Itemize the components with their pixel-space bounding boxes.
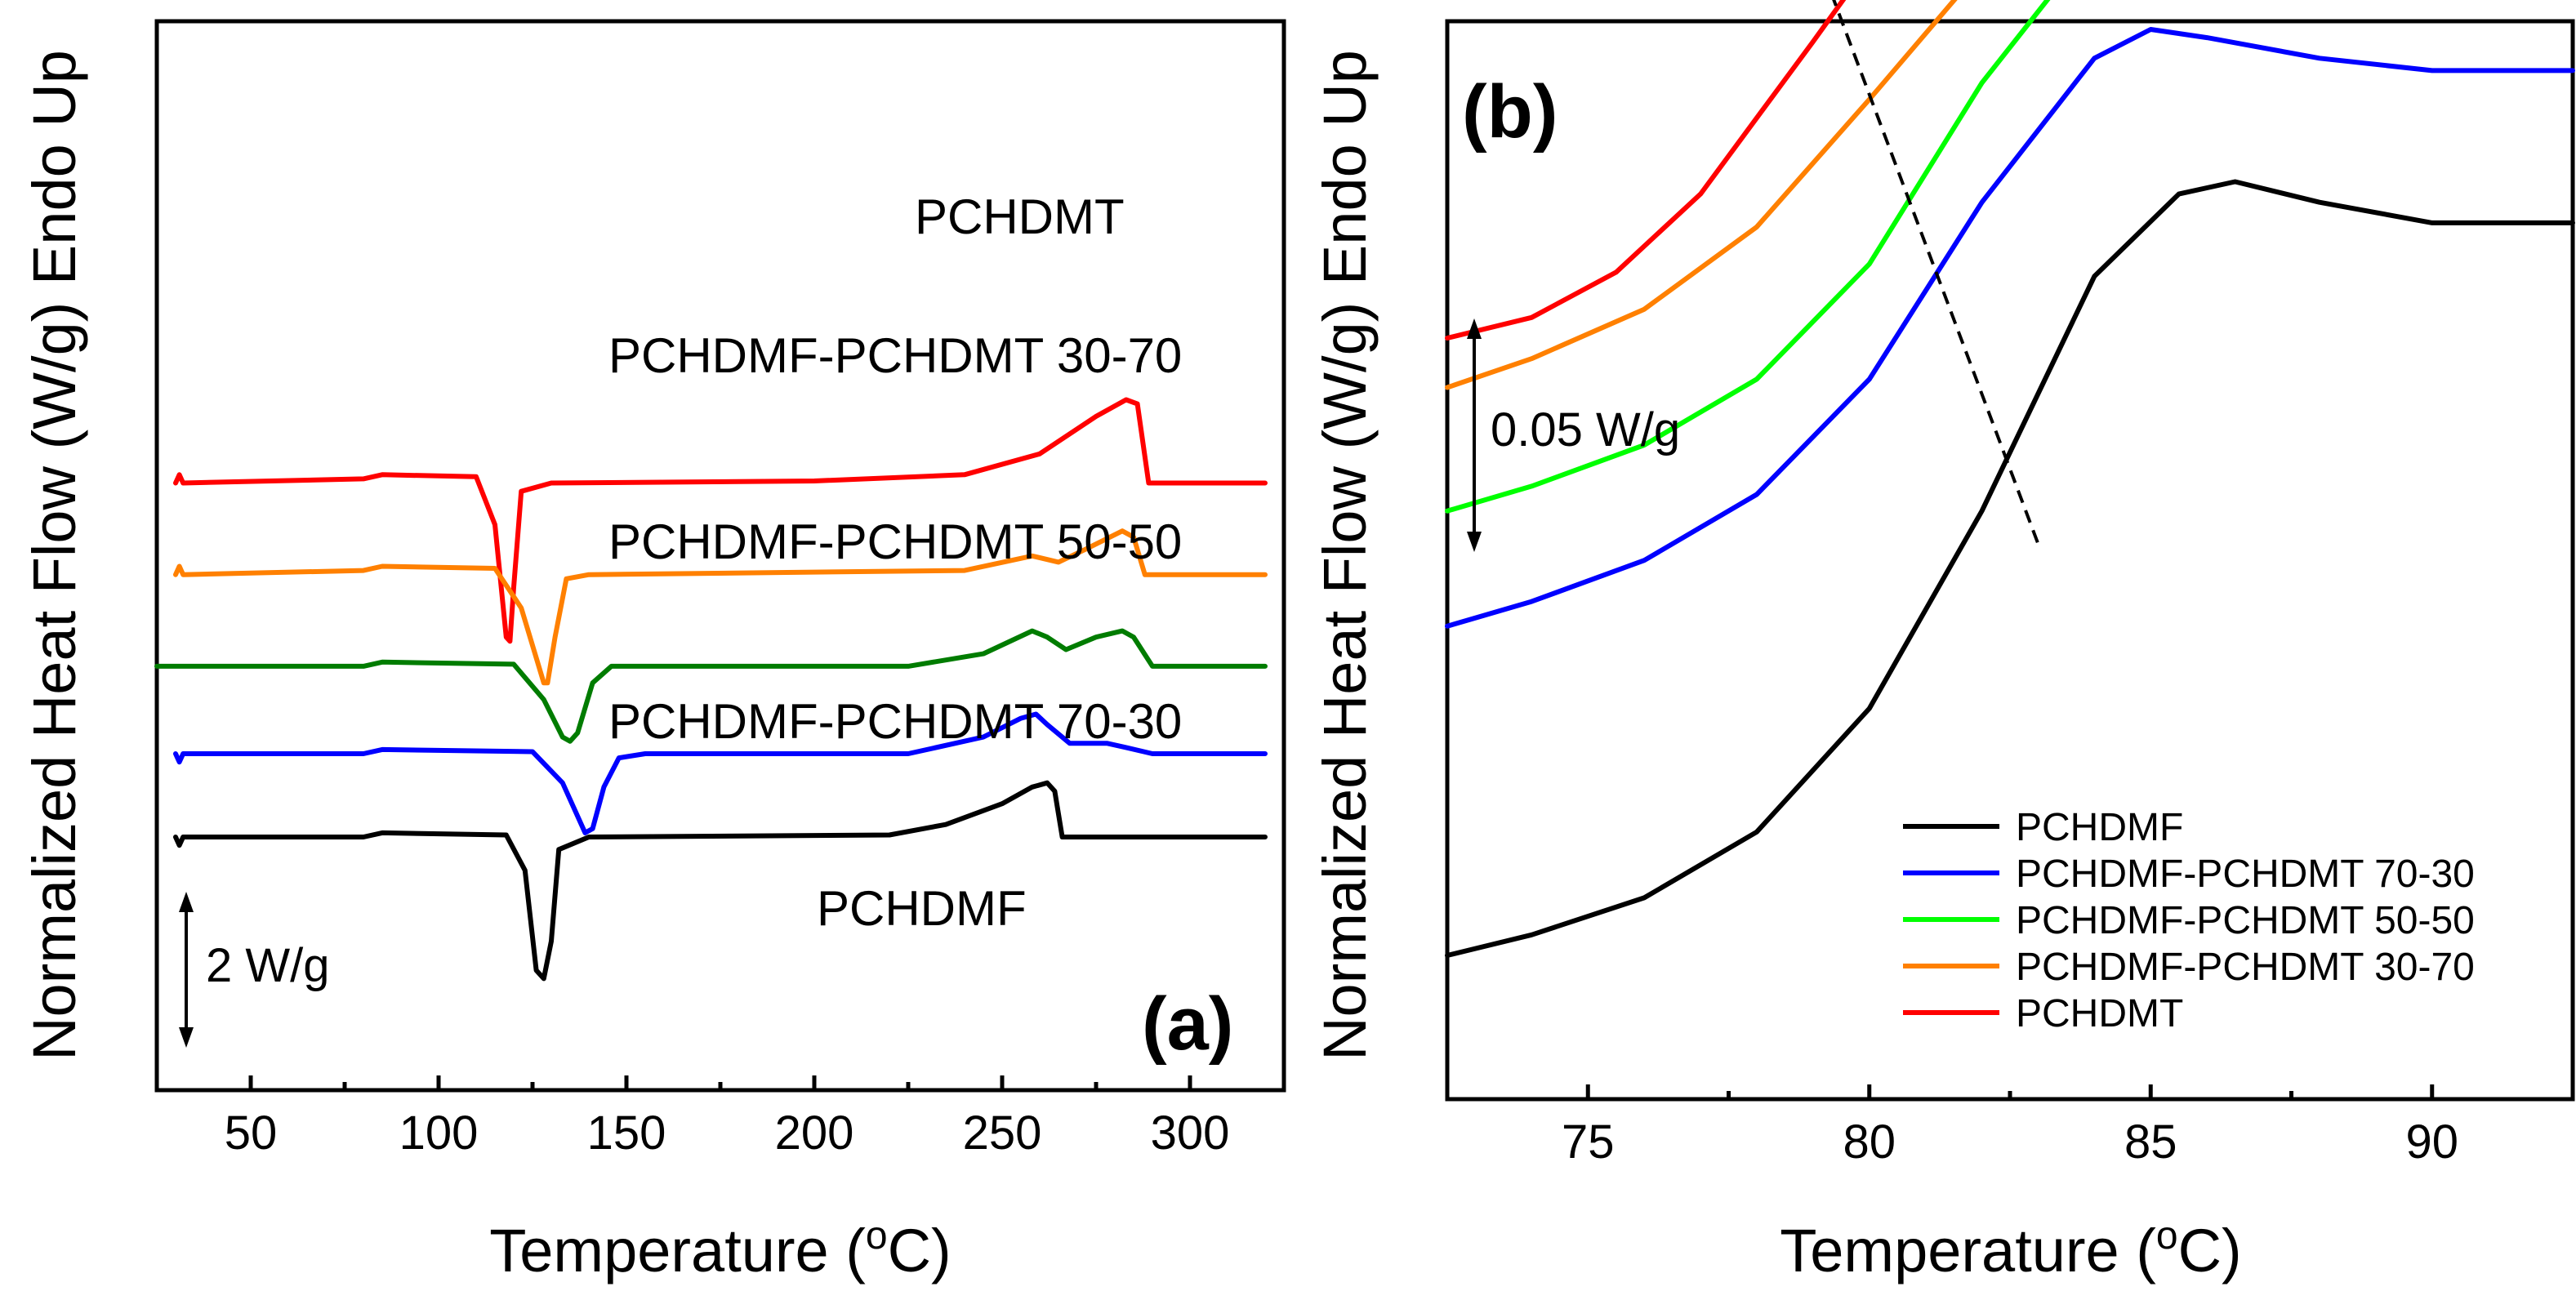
- curve-pchdmf: [1445, 179, 2575, 958]
- x-tick-label-150: 150: [587, 1106, 666, 1160]
- scale-bar-arrow-down-icon: [179, 1027, 194, 1048]
- x-tick-label-300: 300: [1151, 1106, 1230, 1160]
- x-tick-label-90: 90: [2405, 1115, 2458, 1169]
- series-label-pchdmf-pchdmt-70-30: PCHDMF-PCHDMT 70-30: [608, 694, 1182, 749]
- scale-bar-arrow-up-icon: [1467, 318, 1482, 339]
- panel-b-y-axis-label: Normalized Heat Flow (W/g) Endo Up: [1311, 50, 1379, 1061]
- x-tick-label-250: 250: [963, 1106, 1042, 1160]
- legend-label-pchdmf: PCHDMF: [2016, 806, 2183, 849]
- x-tick-label-80: 80: [1843, 1115, 1896, 1169]
- series-label-pchdmt: PCHDMT: [915, 189, 1125, 244]
- scale-bar-arrow-up-icon: [179, 892, 194, 912]
- legend-label-pchdmt: PCHDMT: [2016, 992, 2183, 1035]
- panel-b-tag: (b): [1462, 70, 1558, 154]
- curve-pchdmf-pchdmt-30-70: [1445, 0, 1958, 390]
- curve-pchdmf-pchdmt-30-70: [173, 528, 1268, 686]
- x-tick-label-100: 100: [399, 1106, 479, 1160]
- scale-bar-label: 0.05 W/g: [1491, 403, 1680, 456]
- series-label-pchdmf: PCHDMF: [817, 881, 1027, 936]
- x-tick-label-200: 200: [775, 1106, 854, 1160]
- legend-label-pchdmf-pchdmt-50-50: PCHDMF-PCHDMT 50-50: [2016, 899, 2475, 942]
- panel-b-x-ticks: 75 80 85 90: [1445, 1084, 2575, 1169]
- curve-pchdmt: [1445, 0, 1847, 341]
- panel-a-x-axis-label: Temperature (oC): [489, 1214, 951, 1285]
- panel-a-y-axis-label: Normalized Heat Flow (W/g) Endo Up: [20, 50, 88, 1061]
- panel-a-curves: [154, 397, 1268, 982]
- glass-transition-trend-dashed-line: [1832, 0, 2040, 545]
- scale-bar-arrow-down-icon: [1467, 532, 1482, 552]
- x-tick-label-75: 75: [1562, 1115, 1615, 1169]
- curve-pchdmf-pchdmt-70-30: [173, 711, 1268, 835]
- panel-b: 75 80 85 90 (b) 0.05 W/g PCHDMFPCHDMF-PCHDM…: [1311, 0, 2575, 1285]
- panel-a: 50 100 150 200 250 300 PCHDMT PCHDMF-PCHDMT 3…: [20, 19, 1286, 1285]
- curve-pchdmt: [173, 397, 1268, 644]
- series-label-pchdmf-pchdmt-50-50: PCHDMF-PCHDMT 50-50: [608, 514, 1182, 569]
- panel-a-tag: (a): [1142, 982, 1233, 1066]
- scale-bar-label: 2 W/g: [206, 939, 330, 992]
- panel-b-curves: [1445, 0, 2575, 958]
- panel-a-x-ticks: 50 100 150 200 250 300: [154, 1075, 1286, 1160]
- curve-pchdmf-pchdmt-70-30: [1445, 27, 2575, 629]
- panel-b-x-axis-label: Temperature (oC): [1780, 1214, 2241, 1285]
- legend-label-pchdmf-pchdmt-70-30: PCHDMF-PCHDMT 70-30: [2016, 853, 2475, 896]
- x-tick-label-85: 85: [2124, 1115, 2177, 1169]
- x-tick-label-50: 50: [225, 1106, 278, 1160]
- legend-label-pchdmf-pchdmt-30-70: PCHDMF-PCHDMT 30-70: [2016, 946, 2475, 989]
- panel-b-scale-bar: 0.05 W/g: [1467, 318, 1680, 552]
- curve-pchdmf-pchdmt-50-50: [154, 628, 1268, 744]
- curve-pchdmf-pchdmt-50-50: [1445, 0, 2051, 514]
- series-label-pchdmf-pchdmt-30-70: PCHDMF-PCHDMT 30-70: [608, 328, 1182, 383]
- panel-a-scale-bar: 2 W/g: [179, 892, 330, 1048]
- curve-pchdmf: [173, 780, 1268, 982]
